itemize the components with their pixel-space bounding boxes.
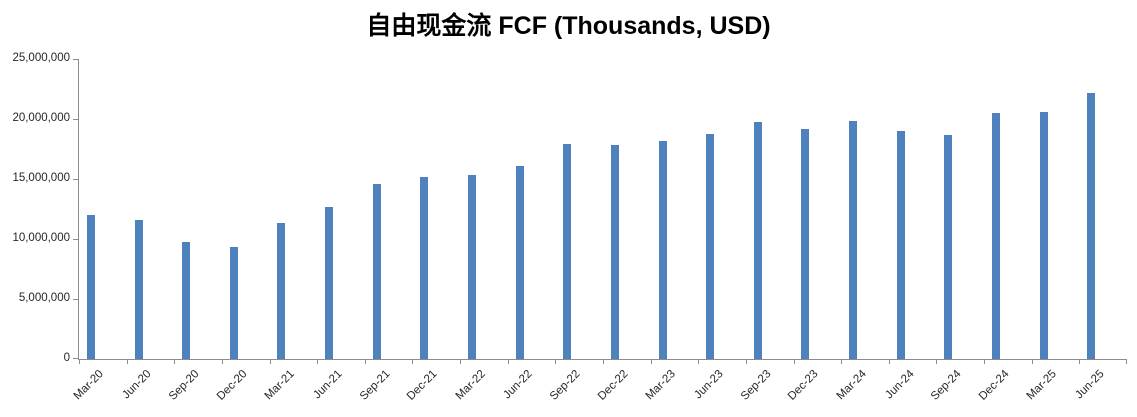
x-axis-label: Sep-23 [738, 368, 774, 403]
x-axis-label: Jun-24 [882, 368, 917, 402]
x-axis-tick [1079, 359, 1080, 364]
x-axis-label: Jun-25 [1073, 368, 1107, 402]
x-axis-label: Mar-25 [1024, 368, 1060, 403]
x-axis-tick [984, 359, 985, 364]
y-axis-tick [73, 239, 79, 240]
bar-Mar-21 [277, 223, 286, 359]
x-axis-label: Mar-23 [643, 368, 679, 403]
bar-Sep-24 [944, 135, 953, 359]
x-axis-label: Mar-20 [72, 368, 107, 403]
y-axis-tick [73, 119, 79, 120]
x-axis-label: Dec-20 [214, 368, 250, 403]
y-axis-label: 20,000,000 [12, 112, 70, 124]
x-axis-tick [603, 359, 604, 364]
bar-Mar-24 [849, 121, 858, 359]
bar-Dec-20 [229, 247, 238, 359]
y-axis-tick [73, 59, 79, 60]
bar-Dec-24 [992, 113, 1000, 359]
x-axis-tick [1032, 359, 1033, 364]
bar-Sep-21 [372, 184, 381, 359]
y-axis-label: 0 [63, 352, 70, 364]
x-axis-label: Mar-24 [834, 368, 869, 403]
bar-Dec-23 [801, 129, 810, 359]
x-axis-tick [508, 359, 509, 364]
x-axis-tick [79, 359, 80, 364]
bar-Jun-23 [706, 134, 715, 359]
x-axis-label: Jun-21 [311, 368, 345, 402]
x-axis-label: Mar-21 [262, 368, 297, 403]
bar-Sep-23 [753, 122, 762, 359]
x-axis-tick [651, 359, 652, 364]
x-axis-label: Jun-22 [501, 368, 536, 402]
x-axis-label: Jun-23 [692, 368, 726, 402]
x-axis-label: Mar-22 [453, 368, 488, 403]
x-axis-label: Sep-22 [548, 368, 583, 403]
x-axis-tick [460, 359, 461, 364]
x-axis-tick [174, 359, 175, 364]
plot-area: 0 5,000,000 10,000,000 15,000,000 20,000,000… [12, 52, 1127, 403]
bar-Jun-25 [1087, 93, 1096, 359]
x-axis-tick [127, 359, 128, 364]
x-axis-tick [794, 359, 795, 364]
x-axis-label: Dec-22 [595, 368, 631, 403]
y-axis-label: 25,000,000 [12, 52, 70, 64]
x-axis-tick [841, 359, 842, 364]
x-axis-label: Sep-24 [929, 368, 964, 403]
bar-Jun-21 [325, 207, 334, 359]
bar-Jun-20 [134, 220, 143, 359]
x-axis-tick [222, 359, 223, 364]
y-axis-tick [73, 179, 79, 180]
bar-Dec-21 [420, 177, 429, 359]
bar-Jun-22 [515, 166, 524, 359]
x-axis-label: Dec-23 [786, 368, 821, 403]
bar-Mar-23 [658, 141, 667, 359]
x-axis-tick [698, 359, 699, 364]
x-axis-tick [936, 359, 937, 364]
x-axis-tick [412, 359, 413, 364]
chart-title: 自由现金流 FCF (Thousands, USD) [366, 12, 771, 40]
y-axis-label: 10,000,000 [12, 232, 70, 244]
x-axis-label: Dec-21 [405, 368, 440, 403]
y-axis-label: 5,000,000 [18, 292, 70, 304]
x-axis-label: Sep-20 [166, 368, 202, 403]
y-axis-label: 15,000,000 [12, 172, 70, 184]
bar-Mar-20 [86, 215, 95, 359]
x-axis-tick [746, 359, 747, 364]
bar-Sep-20 [182, 242, 191, 359]
x-axis-tick [1126, 359, 1127, 364]
y-axis-tick [73, 358, 79, 359]
y-axis-tick [73, 299, 79, 300]
bar-Jun-24 [896, 131, 905, 359]
x-axis-label: Dec-24 [976, 368, 1012, 403]
bar-Dec-22 [610, 145, 619, 359]
bar-Mar-25 [1039, 112, 1048, 359]
x-axis-tick [889, 359, 890, 364]
x-axis-tick [317, 359, 318, 364]
x-axis-tick [365, 359, 366, 364]
x-axis-tick [270, 359, 271, 364]
x-axis-tick [555, 359, 556, 364]
bar-Mar-22 [468, 175, 476, 359]
bar-Sep-22 [563, 144, 572, 359]
x-axis-label: Sep-21 [357, 368, 393, 403]
x-axis-label: Jun-20 [120, 368, 155, 402]
